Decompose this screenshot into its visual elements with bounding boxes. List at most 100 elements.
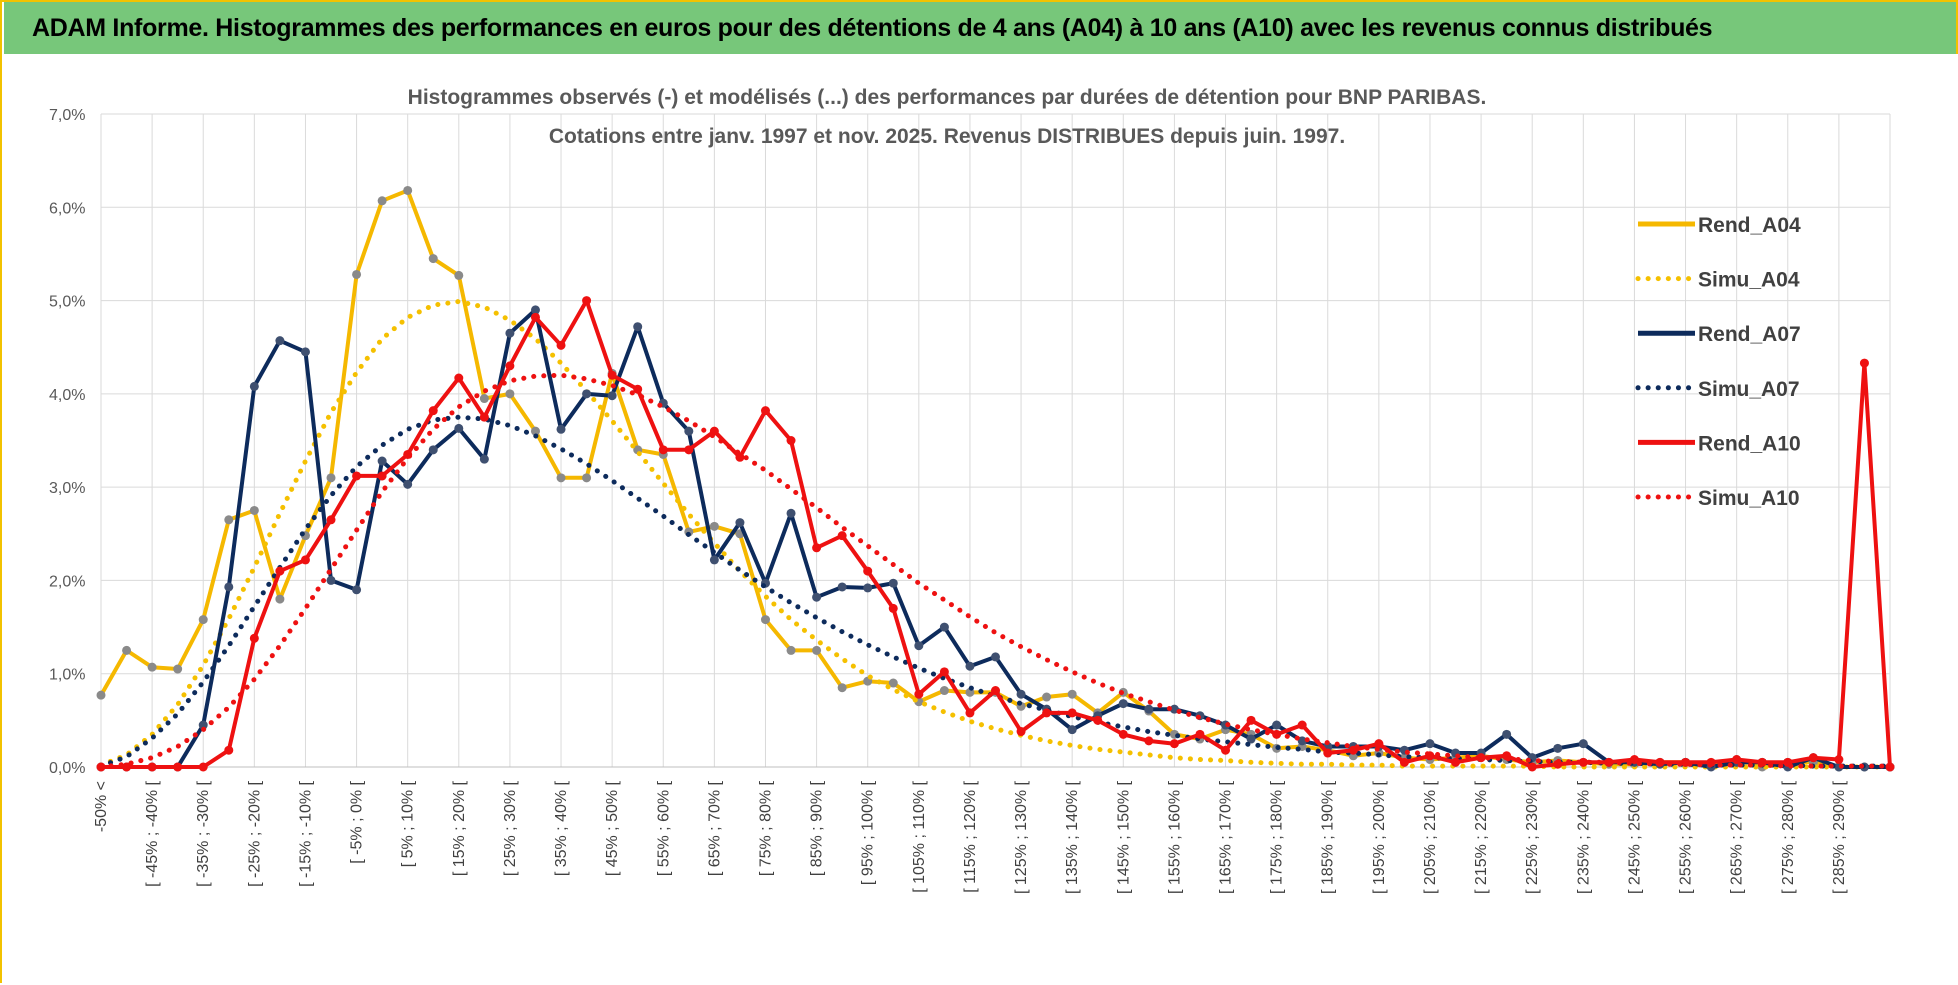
x-tick-label: [ 15% ; 20% [ — [451, 780, 468, 876]
point-rend-a07 — [198, 720, 208, 730]
point-rend-a07 — [1246, 734, 1256, 744]
x-tick-label: [ 105% ; 110% [ — [911, 780, 928, 892]
point-rend-a07 — [1578, 739, 1588, 749]
point-rend-a07 — [505, 328, 515, 338]
y-tick-label: 4,0% — [49, 387, 85, 404]
point-rend-a10 — [428, 406, 438, 416]
x-tick-label: [ 255% ; 260% [ — [1678, 780, 1695, 894]
point-rend-a10 — [377, 471, 387, 481]
legend-label-rend-a10: Rend_A10 — [1698, 432, 1801, 455]
x-tick-label: [ 55% ; 60% [ — [655, 780, 672, 876]
point-rend-a07 — [249, 381, 259, 391]
point-rend-a10 — [939, 667, 949, 677]
point-rend-a07 — [352, 585, 362, 595]
point-rend-a10 — [863, 566, 873, 576]
x-tick-label: [ 5% ; 10% [ — [400, 780, 417, 867]
point-rend-a10 — [275, 566, 285, 576]
point-rend-a10 — [300, 555, 310, 565]
point-rend-a04 — [275, 594, 285, 604]
series-line-simu-a10 — [98, 372, 1893, 770]
x-tick-label: [ 65% ; 70% [ — [706, 780, 723, 876]
point-rend-a07 — [684, 426, 694, 436]
point-rend-a10 — [760, 406, 770, 416]
point-rend-a07 — [479, 454, 489, 464]
x-tick-label: [ -5% ; 0% [ — [349, 780, 366, 863]
series-simu-a10 — [98, 372, 1893, 770]
x-tick-label: [ 75% ; 80% [ — [757, 780, 774, 876]
point-rend-a10 — [1221, 745, 1231, 755]
point-rend-a10 — [1144, 736, 1154, 746]
point-rend-a07 — [709, 555, 719, 565]
legend-label-simu-a04: Simu_A04 — [1698, 269, 1800, 292]
point-rend-a10 — [479, 412, 489, 422]
y-tick-label: 1,0% — [49, 667, 85, 684]
point-rend-a07 — [275, 336, 285, 346]
point-rend-a10 — [1629, 755, 1639, 765]
point-rend-a07 — [454, 423, 464, 433]
point-rend-a10 — [122, 762, 132, 772]
point-rend-a04 — [96, 690, 106, 700]
point-rend-a10 — [1093, 715, 1103, 725]
point-rend-a04 — [147, 662, 157, 672]
point-rend-a04 — [122, 645, 132, 655]
point-rend-a04 — [812, 645, 822, 655]
point-rend-a10 — [582, 296, 592, 306]
point-rend-a07 — [1272, 720, 1282, 730]
legend-label-rend-a04: Rend_A04 — [1698, 214, 1801, 237]
point-rend-a10 — [249, 633, 259, 643]
point-rend-a07 — [633, 322, 643, 332]
x-tick-label: [ 165% ; 170% [ — [1218, 780, 1235, 894]
point-rend-a10 — [684, 445, 694, 455]
point-rend-a10 — [1067, 708, 1077, 718]
point-rend-a10 — [991, 686, 1000, 696]
x-tick-label: [ 285% ; 290% [ — [1831, 780, 1848, 894]
point-rend-a10 — [173, 762, 183, 772]
series-layer — [96, 185, 1895, 772]
point-rend-a10 — [786, 436, 796, 445]
point-rend-a07 — [888, 578, 898, 588]
x-tick-label: [ -35% ; -30% [ — [195, 780, 212, 886]
point-rend-a07 — [403, 479, 413, 489]
point-rend-a07 — [939, 622, 949, 632]
point-rend-a10 — [530, 312, 540, 322]
y-tick-label: 6,0% — [49, 200, 85, 217]
point-rend-a10 — [1578, 757, 1588, 767]
point-rend-a04 — [352, 269, 362, 279]
x-tick-labels: -50% < [ -45% ; -40% [[ -35% ; -30% [[ -2… — [93, 780, 1848, 894]
legend: Rend_A04 Simu_A04 Rend_A07 Simu_A07 Rend_A10… — [1635, 214, 1801, 510]
point-rend-a07 — [1144, 704, 1154, 714]
point-rend-a04 — [760, 615, 770, 625]
point-rend-a10 — [1451, 757, 1461, 767]
point-rend-a04 — [173, 664, 183, 674]
point-rend-a10 — [505, 361, 515, 371]
point-rend-a10 — [198, 762, 208, 772]
point-rend-a04 — [1067, 689, 1077, 699]
point-rend-a10 — [454, 373, 464, 383]
point-rend-a04 — [428, 254, 438, 264]
point-rend-a04 — [224, 515, 234, 525]
point-rend-a07 — [1016, 689, 1026, 699]
point-rend-a04 — [479, 394, 489, 404]
point-rend-a10 — [147, 762, 157, 772]
point-rend-a07 — [224, 582, 234, 592]
series-rend-a10 — [96, 296, 1895, 772]
point-rend-a04 — [326, 473, 336, 483]
chart-title: Histogrammes observés (-) et modélisés (… — [408, 86, 1487, 109]
point-rend-a04 — [582, 473, 592, 483]
point-rend-a04 — [556, 473, 566, 483]
point-rend-a10 — [556, 340, 566, 350]
point-rend-a07 — [991, 652, 1000, 662]
point-rend-a10 — [888, 603, 898, 613]
point-rend-a07 — [326, 575, 336, 585]
x-tick-label: -50% < — [93, 781, 110, 832]
x-tick-label: [ 135% ; 140% [ — [1064, 780, 1081, 894]
point-rend-a07 — [1425, 739, 1435, 749]
x-tick-label: [ 225% ; 230% [ — [1524, 780, 1541, 894]
banner-title: ADAM Informe. Histogrammes des performan… — [4, 2, 1956, 54]
point-rend-a07 — [377, 456, 387, 466]
chart-subtitle: Cotations entre janv. 1997 et nov. 2025.… — [549, 125, 1345, 148]
point-rend-a07 — [428, 445, 438, 455]
point-rend-a10 — [658, 445, 668, 455]
x-tick-label: [ 115% ; 120% [ — [962, 780, 979, 892]
x-tick-label: [ 125% ; 130% [ — [1013, 780, 1030, 894]
